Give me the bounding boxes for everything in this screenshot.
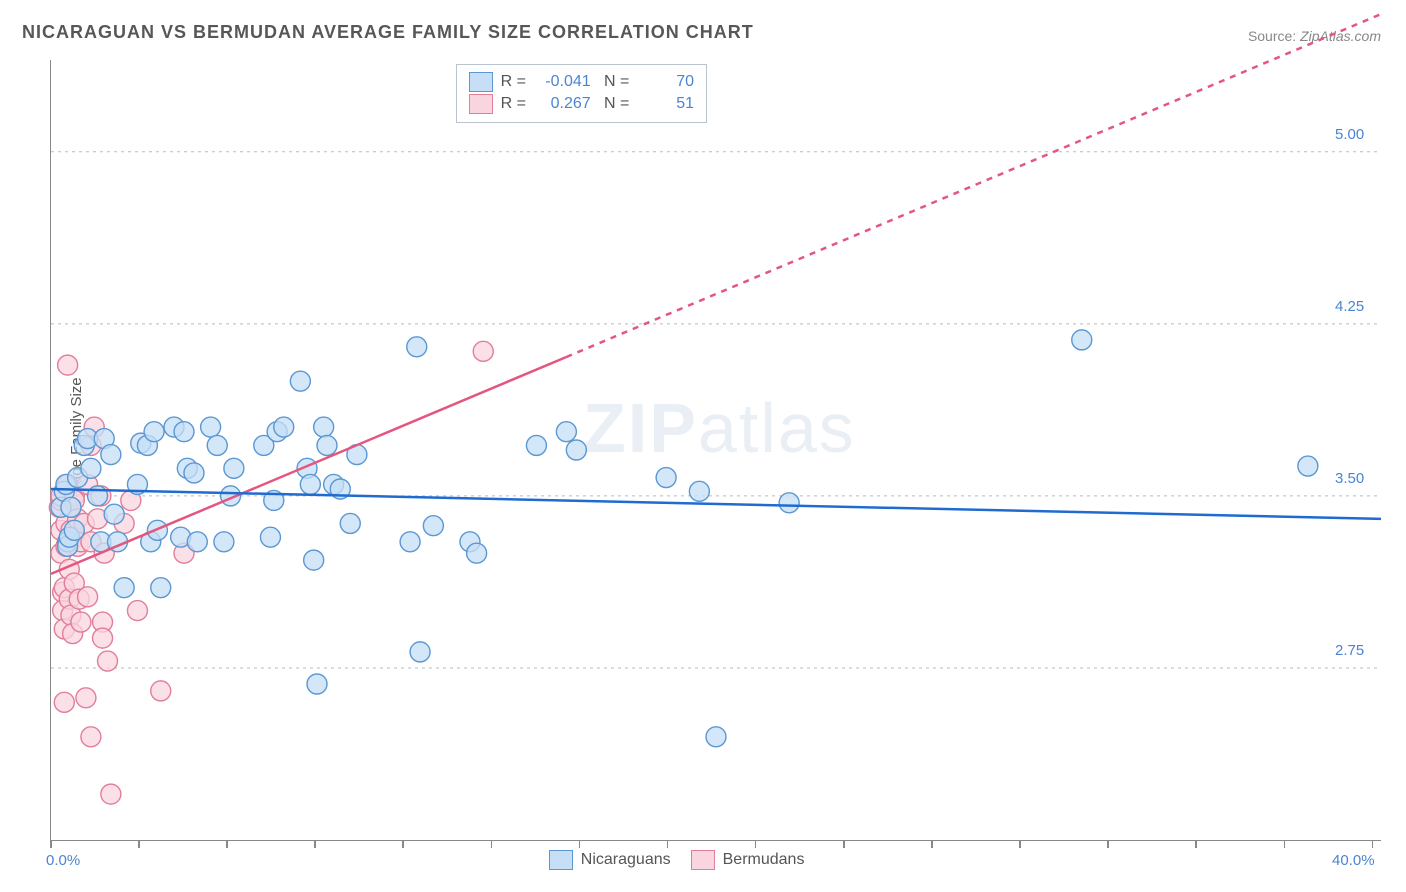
x-tick <box>1372 840 1374 848</box>
correlation-legend: R =-0.041 N =70R =0.267 N =51 <box>456 64 707 123</box>
y-tick-label: 3.50 <box>1335 470 1364 487</box>
y-tick-label: 5.00 <box>1335 126 1364 143</box>
y-tick-label: 2.75 <box>1335 642 1364 659</box>
x-tick <box>843 840 845 848</box>
x-tick <box>1019 840 1021 848</box>
x-tick <box>314 840 316 848</box>
r-value: 0.267 <box>531 93 591 115</box>
legend-label-bermudans: Bermudans <box>723 851 805 868</box>
x-tick <box>1107 840 1109 848</box>
x-tick <box>50 840 52 848</box>
x-tick <box>579 840 581 848</box>
x-tick <box>138 840 140 848</box>
plot-svg <box>51 60 1381 840</box>
n-value: 70 <box>634 71 694 93</box>
legend-swatch <box>549 850 573 870</box>
series-legend: Nicaraguans Bermudans <box>529 850 805 870</box>
n-value: 51 <box>634 93 694 115</box>
x-tick <box>402 840 404 848</box>
x-axis-min-label: 0.0% <box>46 852 80 869</box>
n-label: N = <box>604 93 634 115</box>
source-label: Source: <box>1248 28 1296 44</box>
x-tick <box>226 840 228 848</box>
x-tick <box>667 840 669 848</box>
n-label: N = <box>604 71 634 93</box>
legend-row: R =0.267 N =51 <box>469 93 694 115</box>
legend-swatch <box>691 850 715 870</box>
x-axis-max-label: 40.0% <box>1332 852 1375 869</box>
r-value: -0.041 <box>531 71 591 93</box>
legend-swatch <box>469 72 493 92</box>
source-attribution: Source: ZipAtlas.com <box>1248 28 1381 44</box>
legend-label-nicaraguans: Nicaraguans <box>581 851 671 868</box>
r-label: R = <box>501 71 531 93</box>
chart-title: NICARAGUAN VS BERMUDAN AVERAGE FAMILY SI… <box>22 22 754 43</box>
x-tick <box>931 840 933 848</box>
legend-swatch <box>469 94 493 114</box>
x-tick <box>491 840 493 848</box>
x-tick <box>1195 840 1197 848</box>
x-tick <box>1284 840 1286 848</box>
x-tick <box>755 840 757 848</box>
r-label: R = <box>501 93 531 115</box>
y-tick-label: 4.25 <box>1335 298 1364 315</box>
legend-row: R =-0.041 N =70 <box>469 71 694 93</box>
scatter-plot: ZIPatlas <box>50 60 1381 841</box>
